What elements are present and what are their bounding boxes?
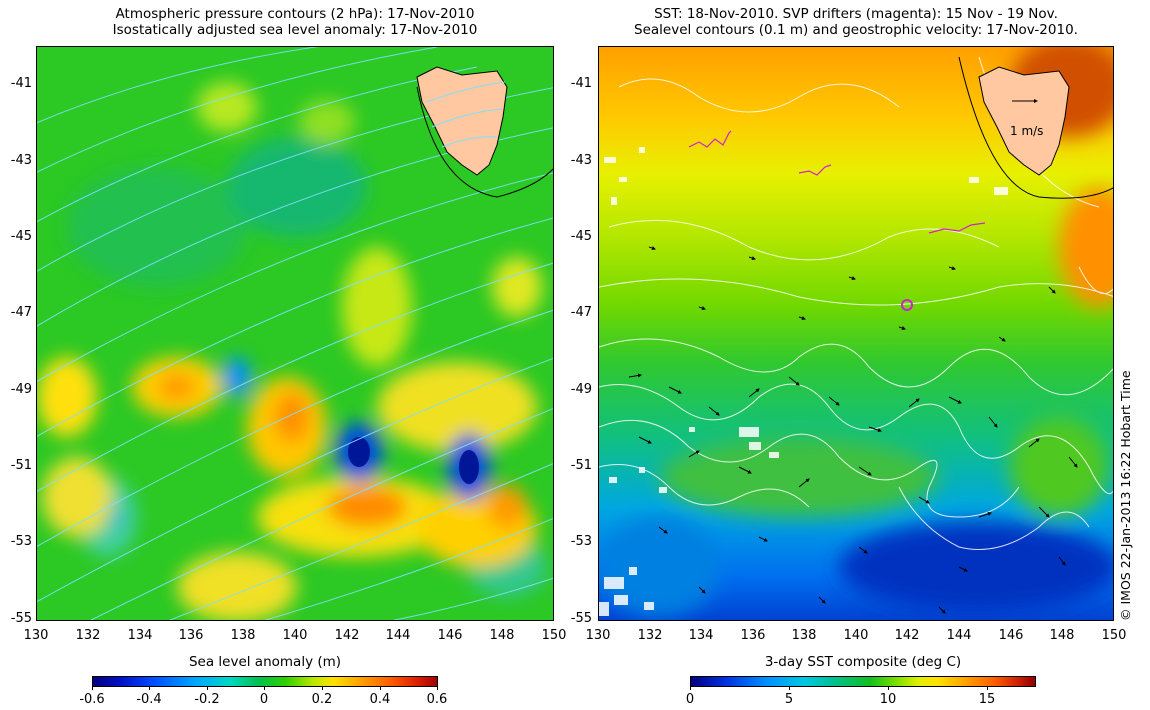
y-tick: -49 (570, 382, 592, 397)
drifter-track (928, 222, 986, 234)
left-title-line2: Isostatically adjusted sea level anomaly… (112, 22, 478, 38)
y-tick: -43 (10, 153, 32, 168)
x-tick: 130 (23, 628, 49, 643)
y-tick: -55 (10, 611, 32, 626)
y-tick: -49 (10, 382, 32, 397)
y-tick: -41 (570, 76, 592, 91)
x-tick: 138 (791, 628, 817, 643)
x-tick: 136 (178, 628, 204, 643)
colorbar-tick: 15 (978, 692, 996, 707)
sea-level-anomaly-map (36, 46, 554, 621)
x-tick: 134 (127, 628, 153, 643)
right-title-line1: SST: 18-Nov-2010. SVP drifters (magenta)… (654, 6, 1058, 22)
y-tick: -51 (10, 458, 32, 473)
y-tick: -51 (570, 458, 592, 473)
x-tick: 144 (385, 628, 411, 643)
drifter-track (688, 130, 732, 148)
y-tick: -41 (10, 76, 32, 91)
y-tick: -43 (570, 153, 592, 168)
left-colorbar-label: Sea level anomaly (m) (188, 654, 342, 670)
x-tick: 142 (334, 628, 360, 643)
right-title-line2: Sealevel contours (0.1 m) and geostrophi… (634, 22, 1078, 38)
credit-text: © IMOS 22-Jan-2013 16:22 Hobart Time (1118, 370, 1133, 621)
x-tick: 144 (946, 628, 972, 643)
x-tick: 150 (541, 628, 567, 643)
colorbar-tick: 0.4 (369, 692, 391, 707)
colorbar-tick: 0.6 (426, 692, 448, 707)
x-tick: 146 (998, 628, 1024, 643)
colorbar-tick: 10 (879, 692, 897, 707)
drifter-track (798, 164, 832, 176)
colorbar-tick: -0.2 (194, 692, 220, 707)
x-tick: 148 (489, 628, 515, 643)
velocity-scale-label: 1 m/s (1010, 124, 1043, 138)
y-tick: -55 (570, 611, 592, 626)
drifter-position (901, 299, 913, 311)
y-tick: -53 (10, 534, 32, 549)
colorbar-tick: 5 (784, 692, 794, 707)
x-tick: 146 (437, 628, 463, 643)
left-title-line1: Atmospheric pressure contours (2 hPa): 1… (115, 6, 475, 22)
sea-level-colorbar (92, 676, 438, 687)
y-tick: -47 (10, 305, 32, 320)
x-tick: 142 (894, 628, 920, 643)
colorbar-tick: 0 (259, 692, 269, 707)
x-tick: 148 (1049, 628, 1075, 643)
sst-map: 1 m/s (598, 46, 1114, 621)
right-panel-title: SST: 18-Nov-2010. SVP drifters (magenta)… (598, 6, 1114, 38)
x-tick: 134 (688, 628, 714, 643)
x-tick: 150 (1101, 628, 1127, 643)
y-tick: -47 (570, 305, 592, 320)
colorbar-tick: -0.6 (79, 692, 105, 707)
y-tick: -45 (10, 229, 32, 244)
left-panel-title: Atmospheric pressure contours (2 hPa): 1… (36, 6, 554, 38)
x-tick: 130 (585, 628, 611, 643)
colorbar-tick: -0.4 (136, 692, 162, 707)
x-tick: 138 (230, 628, 256, 643)
y-tick: -45 (570, 229, 592, 244)
colorbar-tick: 0.2 (311, 692, 333, 707)
x-tick: 140 (843, 628, 869, 643)
x-tick: 140 (282, 628, 308, 643)
x-tick: 132 (637, 628, 663, 643)
colorbar-tick: 0 (685, 692, 695, 707)
sst-colorbar (690, 676, 1036, 687)
right-colorbar-label: 3-day SST composite (deg C) (764, 654, 962, 670)
x-tick: 136 (740, 628, 766, 643)
y-tick: -53 (570, 534, 592, 549)
x-tick: 132 (75, 628, 101, 643)
